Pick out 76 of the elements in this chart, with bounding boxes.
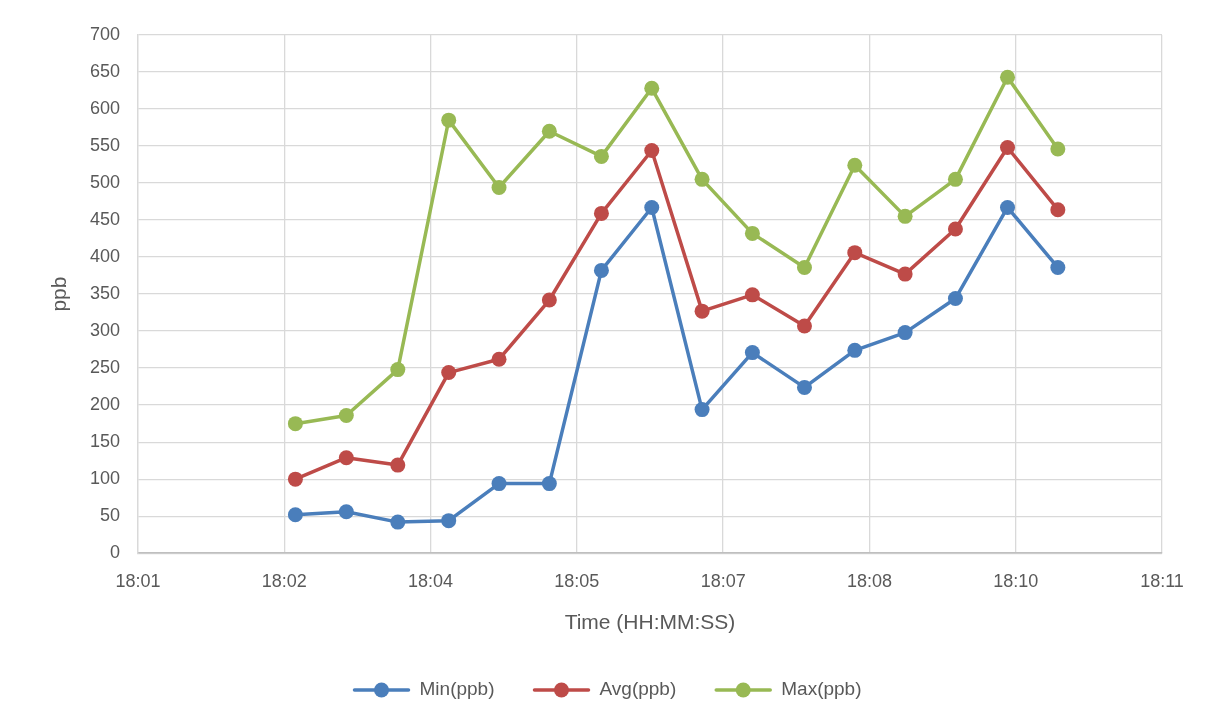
point (441, 112, 457, 128)
point (1000, 140, 1016, 156)
point (1000, 69, 1016, 85)
x-tick-label: 18:11 (1140, 570, 1184, 591)
point (287, 507, 303, 523)
y-tick-label: 150 (89, 431, 120, 452)
point (744, 287, 760, 303)
y-tick-label: 300 (89, 320, 120, 341)
point (897, 266, 913, 282)
point (847, 157, 863, 173)
point (338, 504, 354, 520)
point (1050, 202, 1066, 218)
point (491, 351, 507, 367)
point (947, 221, 963, 237)
y-tick-label: 500 (89, 172, 120, 193)
point (744, 225, 760, 241)
y-tick-label: 400 (89, 246, 120, 267)
point (338, 450, 354, 466)
point (847, 245, 863, 261)
point (897, 208, 913, 224)
y-tick-label: 450 (89, 209, 120, 230)
point (644, 199, 660, 215)
point (441, 365, 457, 381)
point (1050, 259, 1066, 275)
point (947, 291, 963, 307)
point (441, 513, 457, 529)
point (947, 171, 963, 187)
legend-label: Max(ppb) (781, 678, 862, 700)
point (287, 471, 303, 487)
y-tick-label: 0 (109, 542, 120, 563)
point (593, 205, 609, 221)
point (744, 345, 760, 361)
point (390, 362, 406, 378)
x-tick-label: 18:08 (846, 570, 892, 591)
y-tick-label: 550 (89, 135, 120, 156)
x-tick-label: 18:02 (261, 570, 307, 591)
legend-label: Min(ppb) (419, 678, 495, 700)
point (390, 457, 406, 473)
y-tick-label: 200 (89, 394, 120, 415)
point (644, 80, 660, 96)
point (541, 123, 557, 139)
point (541, 476, 557, 492)
point (694, 171, 710, 187)
y-tick-label: 100 (89, 468, 120, 489)
point (593, 148, 609, 164)
x-tick-label: 18:04 (408, 570, 454, 591)
y-tick-label: 600 (89, 98, 120, 118)
y-tick-label: 650 (89, 60, 120, 81)
point (390, 514, 406, 530)
point (847, 342, 863, 358)
y-tick-label: 700 (89, 23, 120, 44)
x-tick-label: 18:01 (115, 570, 161, 591)
point (897, 325, 913, 341)
x-tick-label: 18:05 (554, 570, 600, 591)
y-tick-label: 50 (99, 505, 120, 526)
point (491, 476, 507, 492)
point (1050, 141, 1066, 157)
y-tick-label: 350 (89, 283, 120, 304)
point (796, 318, 812, 334)
point (644, 142, 660, 158)
point (796, 259, 812, 275)
y-tick-label: 250 (89, 357, 120, 378)
point (491, 180, 507, 195)
point (287, 416, 303, 432)
legend-label: Avg(ppb) (599, 678, 677, 700)
x-tick-label: 18:10 (993, 570, 1039, 591)
x-axis-title: Time (HH:MM:SS) (564, 610, 736, 634)
point (694, 402, 710, 418)
point (694, 303, 710, 319)
point (541, 292, 557, 308)
point (338, 408, 354, 424)
point (796, 379, 812, 395)
point (593, 262, 609, 278)
x-tick-label: 18:07 (700, 570, 746, 591)
point (1000, 199, 1016, 215)
y-axis-title: ppb (47, 276, 71, 312)
